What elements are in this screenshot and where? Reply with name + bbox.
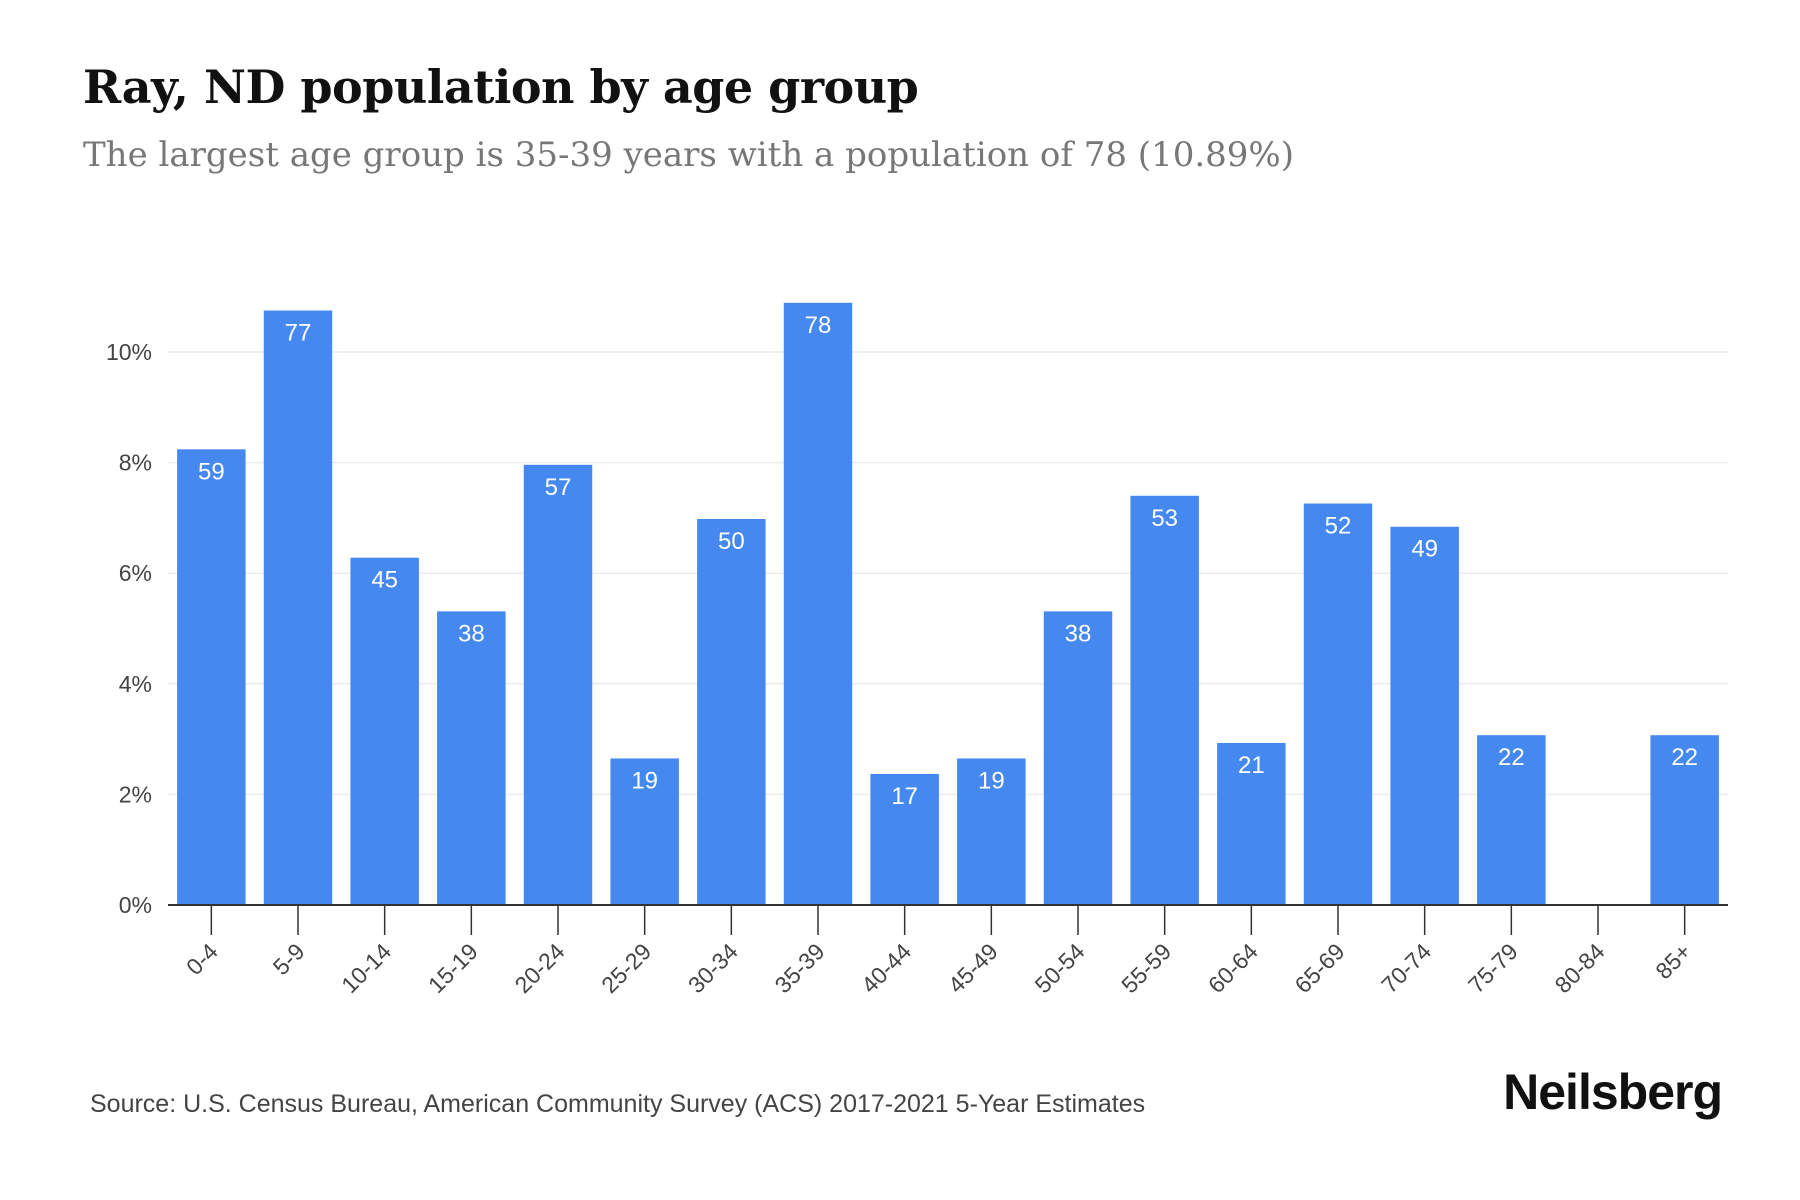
y-tick-label: 6% [119,560,152,586]
x-axis [168,904,1728,935]
bar-40-44[interactable] [870,773,939,905]
x-tick-label: 20-24 [510,938,570,998]
bar-value-label: 78 [805,312,832,339]
bar-value-label: 22 [1671,744,1698,771]
x-tick-label: 75-79 [1463,938,1523,998]
y-tick-label: 4% [119,671,152,697]
bar-70-74[interactable] [1390,526,1459,905]
gridlines [168,351,1728,796]
x-tick-label: 10-14 [336,938,396,998]
y-tick-label: 10% [106,339,152,365]
y-tick-label: 8% [119,450,152,476]
bar-55-59[interactable] [1130,495,1199,905]
bar-value-label: 19 [631,767,658,794]
x-tick-label: 65-69 [1290,938,1350,998]
bar-value-label: 57 [545,474,572,501]
bar-5-9[interactable] [263,310,333,905]
bar-value-label: 77 [285,320,312,347]
y-tick-label: 2% [119,781,152,807]
bar-value-label: 50 [718,528,745,555]
bar-value-labels: 59 77 45 38 57 19 50 78 17 19 38 53 21 52 49 22 22 [198,312,1698,810]
x-tick-label: 30-34 [683,938,743,998]
y-tick-label: 0% [119,892,152,918]
x-tick-label: 85+ [1650,938,1696,984]
x-tick-label: 80-84 [1550,938,1610,998]
bar-60-64[interactable] [1217,742,1286,905]
bar-45-49[interactable] [957,758,1026,905]
bar-75-79[interactable] [1477,735,1546,905]
x-tick-label: 60-64 [1203,938,1263,998]
x-tick-label: 50-54 [1030,938,1090,998]
bar-chart: 0% 2% 4% 6% 8% 10% 59 77 45 38 57 19 50 78 17 19 38 53 21… [106,302,1728,998]
bar-value-label: 21 [1238,752,1265,779]
brand-logo[interactable]: Neilsberg [1503,1064,1723,1120]
x-tick-label: 5-9 [268,938,310,980]
x-axis-labels: 0-4 5-9 10-14 15-19 20-24 25-29 30-34 35-39 40-4… [181,938,1696,998]
bar-value-label: 38 [1065,620,1092,647]
bar-0-4[interactable] [177,449,246,905]
bar-15-19[interactable] [437,611,506,905]
bars [177,302,1719,906]
x-tick-label: 15-19 [423,938,483,998]
bar-value-label: 19 [978,767,1005,794]
bar-30-34[interactable] [697,519,766,905]
x-tick-label: 55-59 [1116,938,1176,998]
x-tick-label: 70-74 [1376,938,1436,998]
bar-value-label: 49 [1411,536,1438,563]
bar-10-14[interactable] [350,557,419,905]
bar-85+[interactable] [1650,735,1719,905]
bar-value-label: 17 [891,783,918,810]
x-tick-label: 25-29 [596,938,656,998]
y-axis-ticks: 0% 2% 4% 6% 8% 10% [106,339,152,918]
bar-65-69[interactable] [1303,503,1373,905]
bar-value-label: 53 [1151,505,1178,532]
bar-50-54[interactable] [1043,611,1113,905]
x-tick-label: 40-44 [856,938,916,998]
chart-title: Ray, ND population by age group [83,60,919,114]
bar-value-label: 52 [1325,513,1352,540]
x-tick-label: 35-39 [770,938,830,998]
chart-subtitle: The largest age group is 35-39 years wit… [83,135,1294,175]
source-note: Source: U.S. Census Bureau, American Com… [90,1090,1146,1118]
x-tick-label: 0-4 [181,938,223,980]
bar-25-29[interactable] [610,758,679,905]
bar-value-label: 45 [371,567,398,594]
x-tick-label: 45-49 [943,938,1003,998]
bar-value-label: 22 [1498,744,1525,771]
bar-20-24[interactable] [523,464,593,905]
bar-value-label: 59 [198,458,225,485]
bar-35-39[interactable] [783,302,853,906]
bar-value-label: 38 [458,620,485,647]
